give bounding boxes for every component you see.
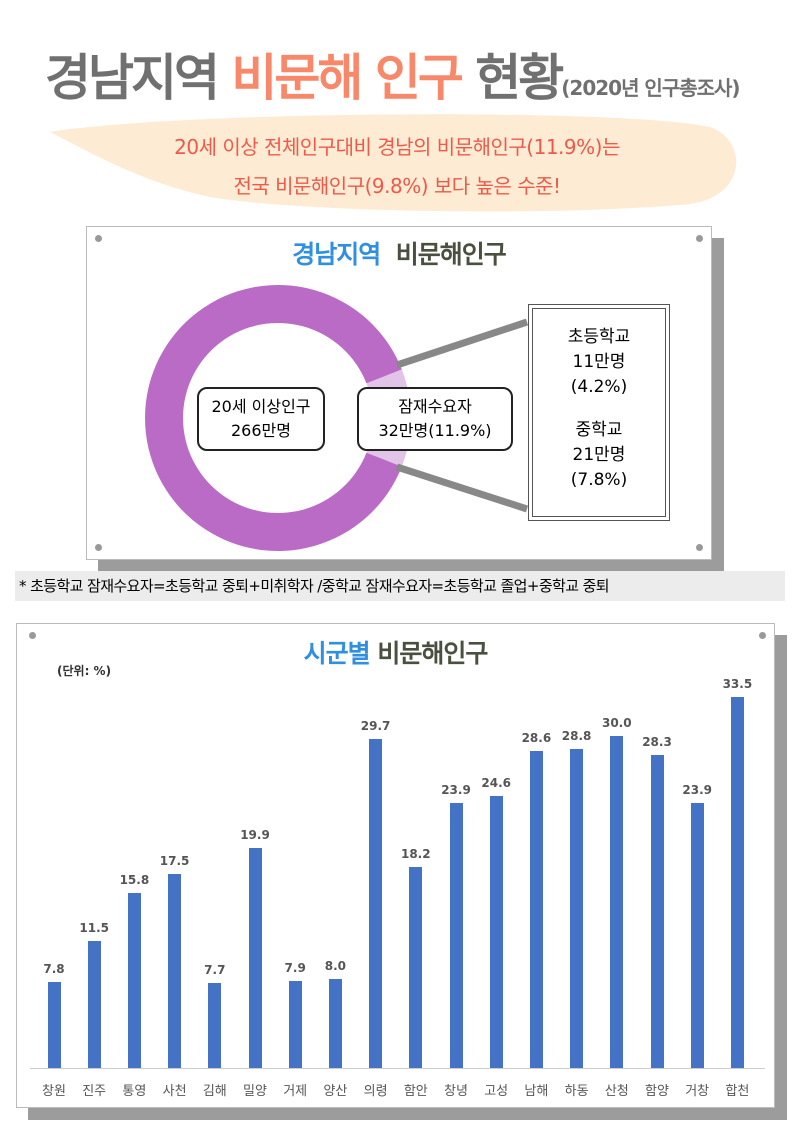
connector-line-bottom [395,463,529,513]
donut-title: 경남지역 비문해인구 [292,240,506,269]
connector-line-top [395,318,529,369]
bar-고성 [489,795,503,1068]
bar-거제 [288,980,302,1068]
x-tick-label: 진주 [82,1084,107,1099]
bar-value-label: 7.9 [284,960,306,975]
bar-창녕 [449,803,463,1068]
x-tick-label: 함안 [403,1084,428,1099]
bar-value-label: 33.5 [722,677,753,692]
bar-value-label: 15.8 [119,873,150,888]
bar-value-label: 28.6 [521,731,552,746]
bar-value-label: 19.9 [240,827,270,842]
title-part1: 경남지역 [45,49,232,107]
bar-함양 [650,754,664,1068]
bar-통영 [127,893,141,1068]
bar-산청 [610,735,624,1068]
bar-value-label: 30.0 [601,715,632,730]
x-tick-label: 창녕 [444,1084,468,1099]
slice-label-box: 잠재수요자 32만명(11.9%) [357,387,513,451]
x-tick-label: 산청 [604,1084,629,1099]
donut-slice-other [145,285,402,551]
bar-함안 [409,866,423,1068]
bar-value-label: 23.9 [441,783,471,798]
bar-의령 [369,739,383,1068]
x-tick-label: 의령 [363,1084,388,1099]
bar-value-label: 7.8 [43,961,65,976]
x-tick-label: 김해 [202,1084,227,1099]
bar-value-label: 8.0 [324,959,347,974]
x-tick-label: 양산 [323,1084,348,1099]
title-subtitle: (2020년 인구총조사) [561,76,740,100]
center-label-box: 20세 이상인구 266만명 [197,387,325,451]
bar-남해 [529,751,543,1068]
bar-하동 [570,749,584,1068]
bar-value-label: 11.5 [79,920,109,935]
x-tick-label: 고성 [484,1084,509,1099]
bar-사천 [168,874,182,1068]
bar-합천 [730,697,744,1068]
bar-value-label: 17.5 [159,854,190,869]
bar-김해 [208,982,222,1068]
title-highlight: 비문해 인구 [231,49,463,107]
page-title: 경남지역 비문해 인구 현황(2020년 인구총조사) [45,38,741,110]
x-tick-label: 창원 [42,1084,66,1099]
x-tick-label: 하동 [564,1084,589,1099]
x-axis [30,1068,765,1069]
bar-창원 [47,981,61,1068]
bar-value-label: 24.6 [481,775,511,790]
bubble-line1: 20세 이상 전체인구대비 경남의 비문해인구(11.9%)는 [174,135,620,159]
donut-panel: 경남지역 비문해인구 20세 이상인구 266만명 잠재수요자 32만명(11.9%… [86,226,712,560]
bar-title-b: 비문해인구 [369,639,488,668]
bar-value-label: 23.9 [682,783,712,798]
footnote: * 초등학교 잠재수요자=초등학교 중퇴+미취학자 /중학교 잠재수요자=초등학… [15,571,785,601]
bar-title: 시군별 비문해인구 [303,639,489,668]
bar-value-label: 28.3 [642,734,672,749]
bar-value-label: 7.7 [204,962,226,977]
bar-밀양 [248,847,262,1068]
x-tick-label: 사천 [162,1084,187,1099]
bar-양산 [328,979,342,1068]
x-tick-label: 통영 [122,1084,147,1099]
x-tick-label: 남해 [524,1084,549,1099]
x-tick-label: 함양 [645,1084,669,1099]
bar-value-label: 18.2 [400,846,431,861]
speech-bubble [50,114,737,212]
bar-거창 [690,803,704,1068]
x-tick-label: 거제 [283,1084,308,1099]
x-tick-label: 밀양 [243,1084,267,1099]
bar-value-label: 28.8 [561,729,592,744]
bubble-line2: 전국 비문해인구(9.8%) 보다 높은 수준! [233,174,561,198]
unit-label: (단위: %) [57,664,112,678]
bar-value-label: 29.7 [360,719,391,734]
breakdown-box: 초등학교 11만명 (4.2%) 중학교 21만명 (7.8%) [528,304,670,521]
bar-진주 [87,940,101,1068]
bar-panel: 시군별 비문해인구 (단위: %) [16,623,775,1108]
x-tick-label: 합천 [725,1084,750,1099]
x-tick-label: 거창 [685,1084,710,1099]
title-part3: 현황 [460,49,564,107]
